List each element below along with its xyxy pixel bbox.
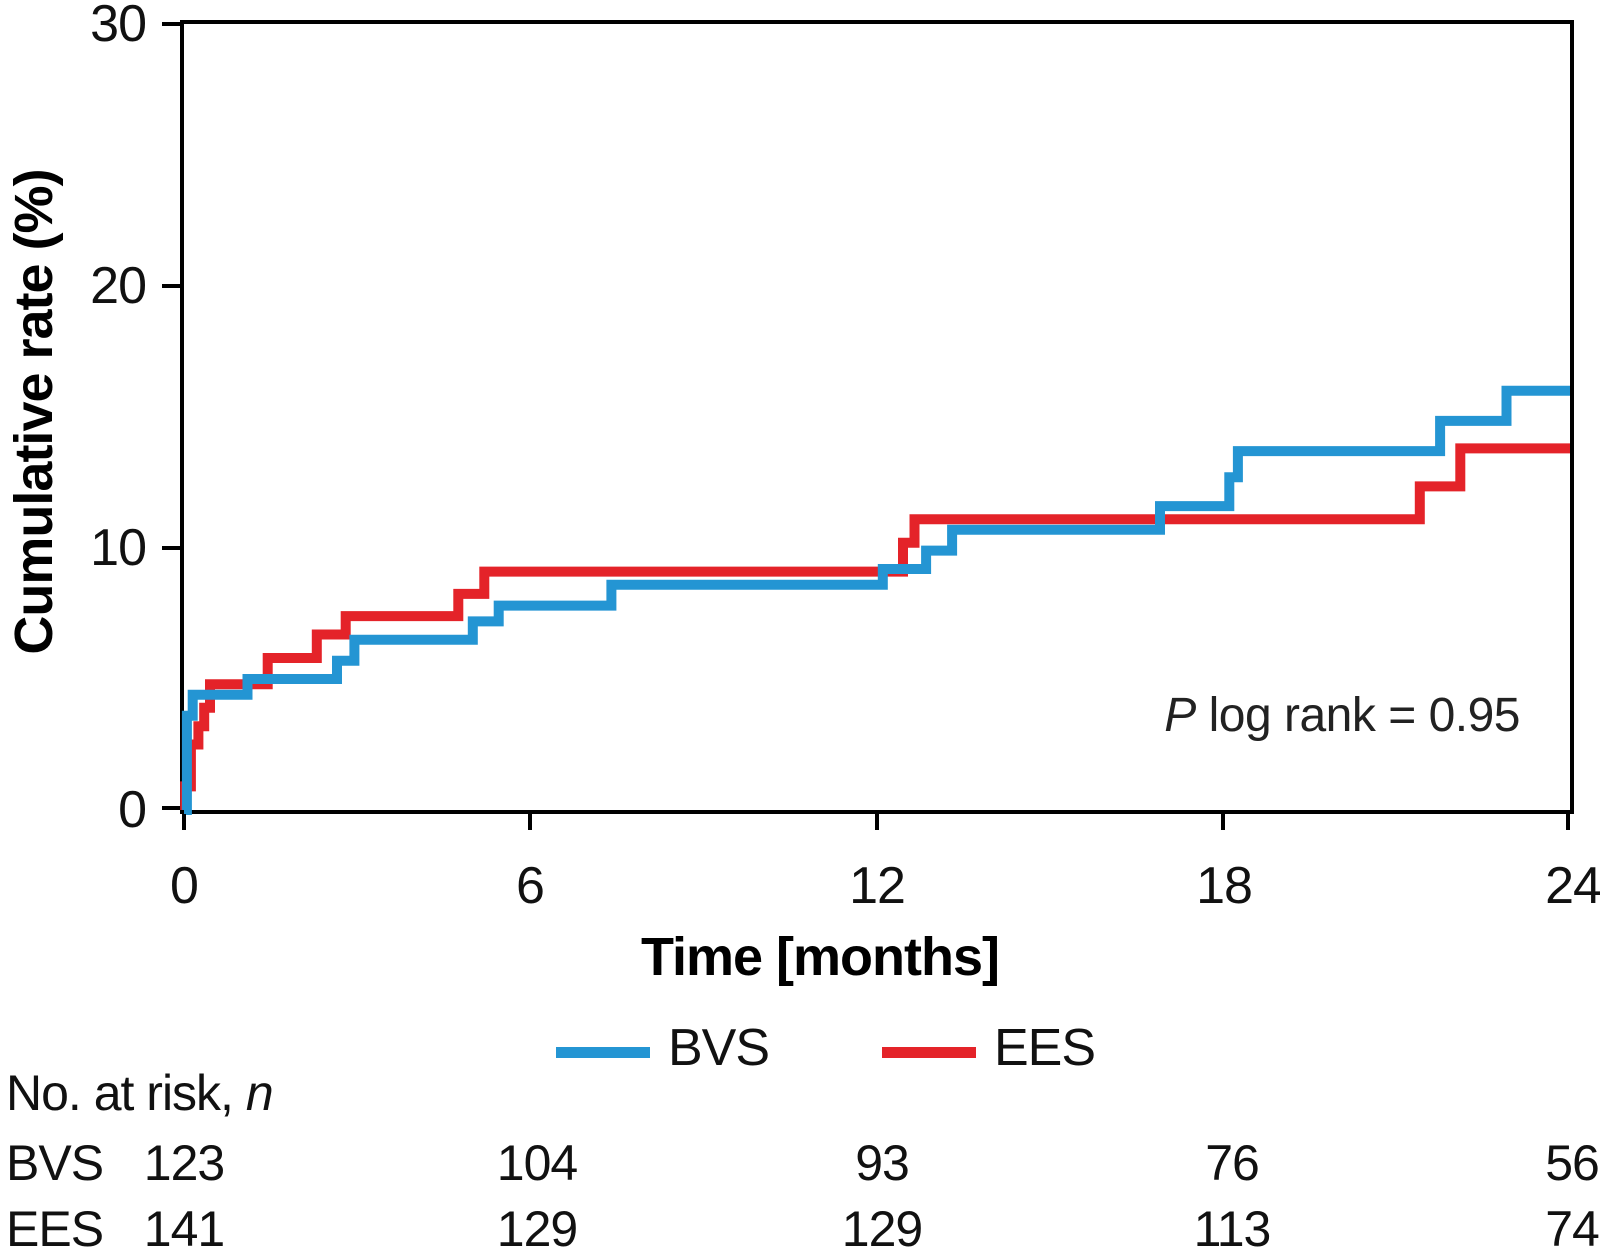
risk-ees-value-12: 129 <box>841 1201 923 1257</box>
y-tick-mark-20 <box>162 284 180 288</box>
risk-bvs-value-18: 76 <box>1205 1135 1260 1191</box>
risk-bvs-value-0: 123 <box>143 1135 225 1191</box>
risk-ees-value-18: 113 <box>1193 1201 1272 1257</box>
x-tick-mark-18 <box>1221 814 1225 830</box>
p-value-text: log rank = 0.95 <box>1195 689 1521 742</box>
x-tick-mark-0 <box>182 814 186 830</box>
risk-row-ees-label: EES <box>6 1201 104 1257</box>
y-tick-label-10: 10 <box>90 519 147 577</box>
risk-ees-value-6: 129 <box>496 1201 578 1257</box>
p-value-italic-p: P <box>1164 689 1196 742</box>
curve-ees <box>180 443 1570 815</box>
risk-ees-value-24: 74 <box>1545 1201 1600 1257</box>
legend-swatch-ees <box>882 1047 976 1058</box>
y-axis-title: Cumulative rate (%) <box>4 169 64 655</box>
legend-label-bvs: BVS <box>668 1019 770 1077</box>
y-tick-mark-10 <box>162 546 180 550</box>
p-value-annotation: P log rank = 0.95 <box>1000 688 1520 743</box>
risk-bvs-value-6: 104 <box>496 1135 578 1191</box>
risk-ees-value-0: 141 <box>143 1201 225 1257</box>
curve-bvs <box>181 385 1570 815</box>
x-tick-label-0: 0 <box>170 857 199 915</box>
y-tick-mark-30 <box>162 22 180 26</box>
x-tick-label-12: 12 <box>849 857 906 915</box>
legend-label-ees: EES <box>994 1019 1096 1077</box>
risk-table-title: No. at risk, n <box>6 1064 274 1122</box>
y-tick-label-20: 20 <box>90 257 147 315</box>
risk-table-title-n: n <box>245 1065 274 1121</box>
risk-bvs-value-24: 56 <box>1545 1135 1600 1191</box>
x-tick-label-24: 24 <box>1545 857 1600 915</box>
risk-bvs-value-12: 93 <box>855 1135 910 1191</box>
x-tick-mark-12 <box>875 814 879 830</box>
y-tick-mark-0 <box>162 806 180 810</box>
x-tick-label-6: 6 <box>516 857 545 915</box>
y-tick-label-30: 30 <box>90 0 147 53</box>
x-axis-title: Time [months] <box>640 927 1000 987</box>
km-curves <box>180 385 1570 815</box>
y-tick-label-0: 0 <box>118 781 147 839</box>
plot-area <box>180 20 1574 815</box>
risk-table-title-text: No. at risk, <box>6 1065 246 1121</box>
x-tick-label-18: 18 <box>1196 857 1253 915</box>
x-tick-mark-24 <box>1566 814 1570 830</box>
risk-row-bvs-label: BVS <box>6 1135 104 1191</box>
legend-swatch-bvs <box>556 1047 650 1058</box>
x-tick-mark-6 <box>528 814 532 830</box>
